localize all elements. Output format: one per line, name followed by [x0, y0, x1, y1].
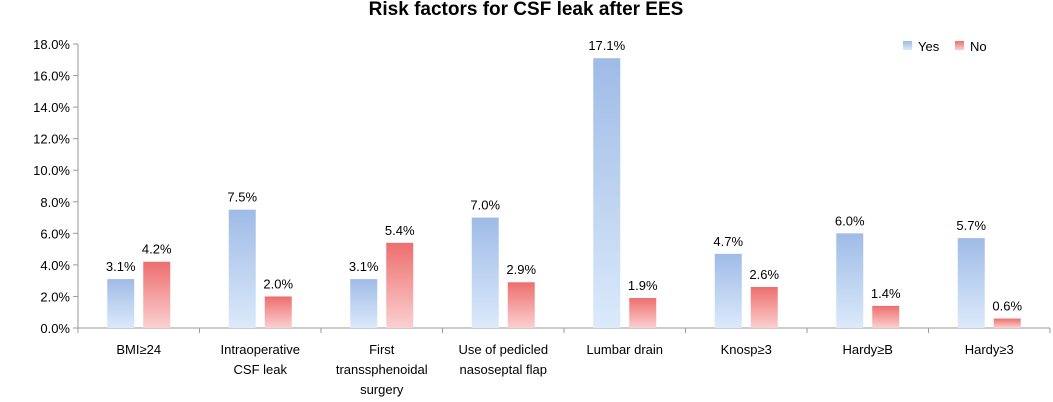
data-label: 5.4% — [385, 223, 415, 238]
bar-no — [993, 318, 1021, 328]
bar-yes — [593, 58, 621, 328]
y-tick-label: 8.0% — [40, 195, 70, 210]
data-label: 2.9% — [506, 262, 536, 277]
data-label: 3.1% — [106, 259, 136, 274]
data-label: 2.0% — [263, 276, 293, 291]
category-label: First transsphenoidal surgery — [336, 342, 428, 397]
bar-no — [507, 282, 535, 328]
bar-yes — [714, 253, 742, 328]
data-label: 17.1% — [588, 38, 625, 53]
category-label: Intraoperative CSF leak — [221, 342, 301, 377]
y-tick-label: 4.0% — [40, 258, 70, 273]
bar-yes — [107, 279, 135, 328]
y-tick-label: 16.0% — [33, 69, 70, 84]
category-label: Hardy≥B — [843, 342, 893, 357]
data-label: 1.4% — [871, 286, 901, 301]
data-label: 0.6% — [992, 299, 1022, 314]
y-tick-label: 0.0% — [40, 321, 70, 336]
data-label: 2.6% — [749, 267, 779, 282]
y-tick-label: 14.0% — [33, 100, 70, 115]
chart-title: Risk factors for CSF leak after EES — [369, 0, 684, 20]
bar-no — [264, 296, 292, 328]
y-tick-label: 2.0% — [40, 289, 70, 304]
bars-group — [107, 58, 1021, 328]
y-tick-label: 18.0% — [33, 37, 70, 52]
bar-yes — [957, 238, 985, 328]
bar-no — [629, 298, 657, 328]
category-label: Use of pedicled nasoseptal flap — [458, 342, 548, 377]
data-label: 3.1% — [349, 259, 379, 274]
bar-yes — [350, 279, 378, 328]
legend-swatch-no — [955, 41, 964, 50]
y-tick-label: 12.0% — [33, 132, 70, 147]
y-tick-label: 10.0% — [33, 163, 70, 178]
legend: Yes No — [903, 39, 987, 54]
category-labels-group: BMI≥24 Intraoperative CSF leak First transsp… — [116, 342, 1013, 397]
bar-yes — [471, 217, 499, 328]
legend-swatch-yes — [903, 41, 912, 50]
data-label: 5.7% — [956, 218, 986, 233]
data-label: 1.9% — [628, 278, 658, 293]
data-labels-group: 3.1% 4.2% 7.5% 2.0% 3.1% 5.4% 7.0% 2.9% 17.1% 1.9… — [106, 38, 1023, 313]
category-label: BMI≥24 — [116, 342, 161, 357]
category-label: Lumbar drain — [586, 342, 663, 357]
data-label: 4.2% — [142, 242, 172, 257]
category-label: Knosp≥3 — [721, 342, 772, 357]
data-label: 4.7% — [713, 234, 743, 249]
bar-yes — [836, 233, 864, 328]
bar-no — [386, 242, 414, 328]
bar-yes — [228, 209, 256, 328]
data-label: 7.0% — [470, 198, 500, 213]
data-label: 7.5% — [227, 190, 257, 205]
data-label: 6.0% — [835, 213, 865, 228]
bar-no — [750, 286, 778, 328]
y-tick-label: 6.0% — [40, 226, 70, 241]
category-label: Hardy≥3 — [965, 342, 1014, 357]
legend-label-no: No — [970, 39, 987, 54]
legend-label-yes: Yes — [918, 39, 940, 54]
bar-no — [872, 305, 900, 328]
bar-no — [143, 261, 171, 328]
